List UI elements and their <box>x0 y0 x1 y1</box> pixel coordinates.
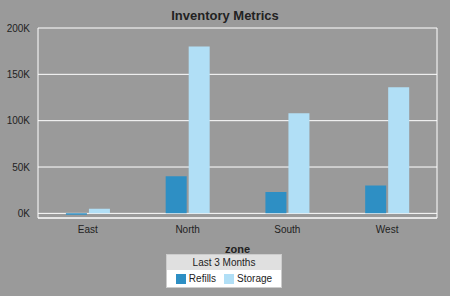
svg-text:100K: 100K <box>8 115 30 126</box>
html-text:Refills: Refills <box>188 273 217 284</box>
html-text:Inventory Metrics: Inventory Metrics <box>171 8 279 23</box>
svg-text:East: East <box>78 224 98 235</box>
svg-text:zone: zone <box>225 243 250 255</box>
svg-text:150K: 150K <box>8 69 30 80</box>
html-text:Storage: Storage <box>237 273 273 284</box>
svg-text:50K: 50K <box>12 162 30 173</box>
svg-text:West: West <box>376 224 399 235</box>
svg-text:South: South <box>274 224 300 235</box>
svg-text:200K: 200K <box>8 23 30 34</box>
html-text:Last 3 Months: Last 3 Months <box>192 257 256 268</box>
svg-text:North: North <box>175 224 199 235</box>
svg-text:0K: 0K <box>18 208 31 219</box>
